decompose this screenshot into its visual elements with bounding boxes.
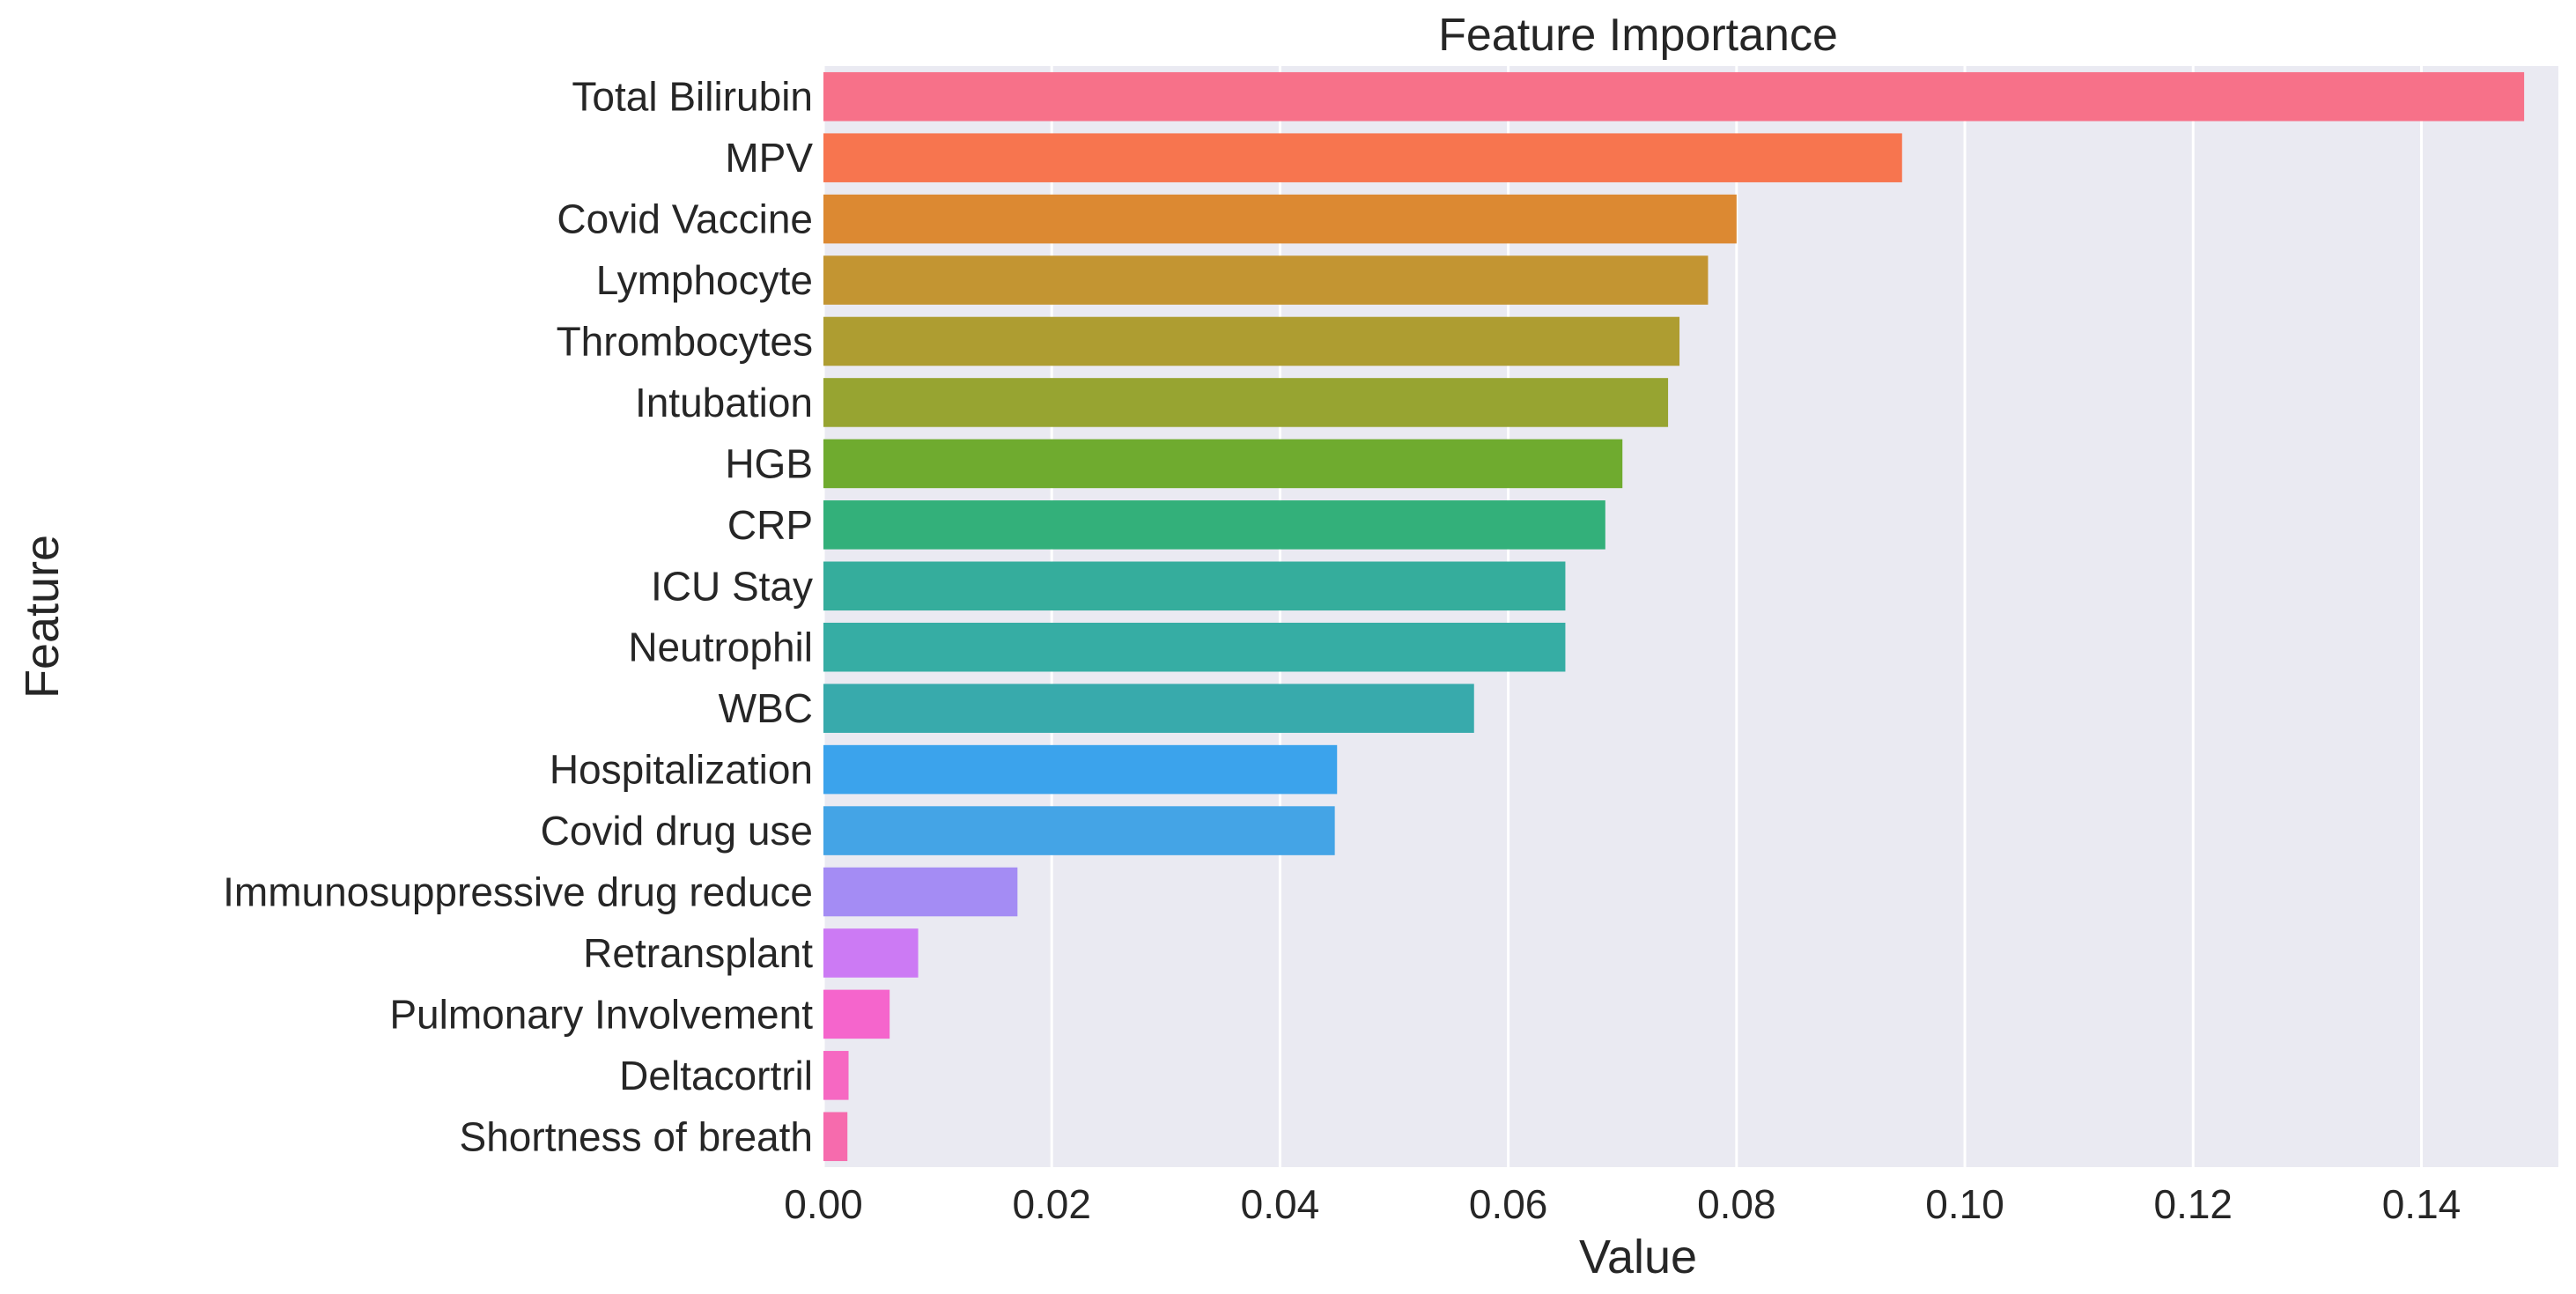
bar-wbc xyxy=(823,684,1474,733)
x-tick-label-0: 0.00 xyxy=(784,1181,863,1227)
y-tick-label-8: ICU Stay xyxy=(651,563,813,609)
y-tick-label-12: Covid drug use xyxy=(541,808,813,854)
x-tick-label-2: 0.04 xyxy=(1241,1181,1320,1227)
x-tick-labels: 0.00 0.02 0.04 0.06 0.08 0.10 0.12 0.14 xyxy=(784,1181,2461,1227)
x-tick-label-3: 0.06 xyxy=(1469,1181,1548,1227)
bar-retransplant xyxy=(823,928,919,978)
bar-neutrophil xyxy=(823,622,1566,672)
x-tick-label-7: 0.14 xyxy=(2382,1181,2462,1227)
bar-crp xyxy=(823,500,1605,550)
bar-hospitalization xyxy=(823,744,1338,795)
bar-covid-vaccine xyxy=(823,194,1737,244)
bar-total-bilirubin xyxy=(823,71,2525,122)
bar-pulmonary-involvement xyxy=(823,989,890,1039)
bar-mpv xyxy=(823,133,1902,182)
y-tick-label-11: Hospitalization xyxy=(550,747,813,793)
y-tick-label-6: HGB xyxy=(725,440,813,486)
y-tick-label-3: Lymphocyte xyxy=(596,257,813,303)
bar-thrombocytes xyxy=(823,316,1680,366)
y-tick-label-0: Total Bilirubin xyxy=(572,74,813,120)
y-tick-label-14: Retransplant xyxy=(583,930,813,976)
y-tick-label-13: Immunosuppressive drug reduce xyxy=(223,869,813,915)
x-tick-label-5: 0.10 xyxy=(1925,1181,2004,1227)
bar-hgb xyxy=(823,439,1623,489)
bars xyxy=(823,71,2525,1162)
x-tick-label-4: 0.08 xyxy=(1697,1181,1776,1227)
y-tick-label-5: Intubation xyxy=(635,380,813,425)
bar-icu-stay xyxy=(823,561,1566,611)
y-tick-label-1: MPV xyxy=(725,135,813,181)
y-tick-label-4: Thrombocytes xyxy=(557,319,813,365)
chart-title: Feature Importance xyxy=(1438,10,1838,61)
y-tick-label-7: CRP xyxy=(727,502,813,548)
plot-background xyxy=(823,66,2558,1167)
y-axis-label: Feature xyxy=(16,535,69,699)
bar-immunosuppressive-drug-reduce xyxy=(823,867,1018,917)
y-tick-label-9: Neutrophil xyxy=(628,625,813,670)
y-tick-label-10: WBC xyxy=(719,685,813,731)
x-axis-label: Value xyxy=(1579,1231,1697,1283)
bar-shortness-of-breath xyxy=(823,1112,848,1162)
x-tick-label-6: 0.12 xyxy=(2153,1181,2233,1227)
gridlines xyxy=(822,66,2423,1167)
bar-covid-drug-use xyxy=(823,806,1335,855)
y-tick-labels: Total Bilirubin MPV Covid Vaccine Lymphocyt… xyxy=(223,74,813,1160)
y-tick-label-15: Pulmonary Involvement xyxy=(389,991,813,1037)
bar-intubation xyxy=(823,378,1669,427)
y-tick-label-17: Shortness of breath xyxy=(460,1113,813,1159)
x-tick-label-1: 0.02 xyxy=(1012,1181,1091,1227)
bar-deltacortril xyxy=(823,1051,849,1100)
y-tick-label-2: Covid Vaccine xyxy=(557,196,813,242)
y-tick-label-16: Deltacortril xyxy=(619,1053,813,1098)
bar-lymphocyte xyxy=(823,255,1709,305)
